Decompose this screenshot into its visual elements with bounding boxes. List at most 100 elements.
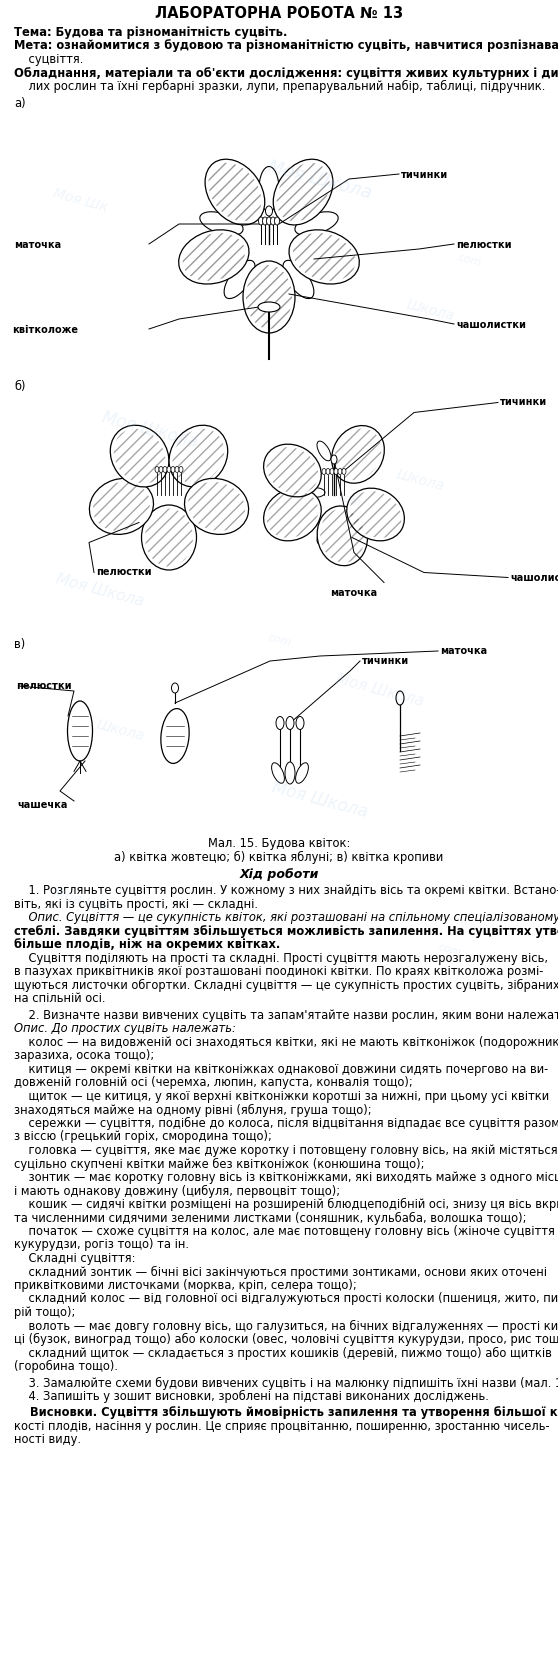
Text: Обладнання, матеріали та об'єкти дослідження: суцвіття живих культурних і дикоро: Обладнання, матеріали та об'єкти дослідж… <box>14 66 558 79</box>
Text: в): в) <box>14 639 25 650</box>
Ellipse shape <box>161 708 189 765</box>
Ellipse shape <box>296 717 304 730</box>
Ellipse shape <box>258 303 280 313</box>
Ellipse shape <box>347 488 405 541</box>
Text: зонтик — має коротку головну вісь із квітконіжками, які виходять майже з одного : зонтик — має коротку головну вісь із кві… <box>14 1170 558 1183</box>
Text: більше плодів, ніж на окремих квітках.: більше плодів, ніж на окремих квітках. <box>14 938 280 952</box>
Text: пелюстки: пелюстки <box>456 240 512 250</box>
Ellipse shape <box>266 207 272 217</box>
Text: пелюстки: пелюстки <box>16 680 71 690</box>
Text: квітколоже: квітколоже <box>12 324 78 334</box>
Text: з віссю (грецький горіх, смородина тощо);: з віссю (грецький горіх, смородина тощо)… <box>14 1130 272 1144</box>
Text: маточка: маточка <box>330 588 378 597</box>
Text: головка — суцвіття, яке має дуже коротку і потовщену головну вісь, на якій містя: головка — суцвіття, яке має дуже коротку… <box>14 1144 557 1157</box>
Text: чашолистки: чашолистки <box>456 319 526 329</box>
Ellipse shape <box>262 218 267 225</box>
Ellipse shape <box>179 230 249 285</box>
Ellipse shape <box>271 218 276 225</box>
Text: Суцвіття поділяють на прості та складні. Прості суцвіття мають нерозгалужену віс: Суцвіття поділяють на прості та складні.… <box>14 952 548 965</box>
Text: маточка: маточка <box>440 645 487 655</box>
Text: суцільно скупчені квітки майже без квітконіжок (конюшина тощо);: суцільно скупчені квітки майже без квітк… <box>14 1157 425 1170</box>
Ellipse shape <box>396 692 404 705</box>
Text: Школа: Школа <box>395 467 445 493</box>
Ellipse shape <box>159 467 163 473</box>
Text: Опис. Суцвіття — це сукупність квіток, які розташовані на спільному спеціалізова: Опис. Суцвіття — це сукупність квіток, я… <box>14 910 558 923</box>
Ellipse shape <box>163 467 167 473</box>
Ellipse shape <box>330 470 334 475</box>
Text: в пазухах приквітників якої розташовані поодинокі квітки. По краях квітколожа ро: в пазухах приквітників якої розташовані … <box>14 965 543 978</box>
Text: віть, які із суцвіть прості, які — складні.: віть, які із суцвіть прості, які — склад… <box>14 897 258 910</box>
Text: Моя Школа: Моя Школа <box>266 157 374 202</box>
Ellipse shape <box>155 467 159 473</box>
Text: та численними сидячими зеленими листками (соняшник, кульбаба, волошка тощо);: та численними сидячими зеленими листками… <box>14 1211 527 1223</box>
Text: і мають однакову довжину (цибуля, первоцвіт тощо);: і мають однакову довжину (цибуля, первоц… <box>14 1183 340 1197</box>
Ellipse shape <box>296 763 309 784</box>
Text: приквітковими листочками (морква, кріп, селера тощо);: приквітковими листочками (морква, кріп, … <box>14 1278 357 1291</box>
Text: щуються листочки обгортки. Складні суцвіття — це сукупність простих суцвіть, зіб: щуються листочки обгортки. Складні суцві… <box>14 978 558 991</box>
Text: com: com <box>337 492 363 508</box>
Text: Мал. 15. Будова квіток:: Мал. 15. Будова квіток: <box>208 836 350 849</box>
Text: Моя Шк: Моя Шк <box>51 885 109 914</box>
Text: тичинки: тичинки <box>401 170 448 180</box>
Ellipse shape <box>337 442 351 462</box>
Ellipse shape <box>200 212 243 237</box>
Ellipse shape <box>276 717 284 730</box>
Ellipse shape <box>185 478 249 535</box>
Text: Висновки. Суцвіття збільшують ймовірність запилення та утворення більшої кіль-: Висновки. Суцвіття збільшують ймовірніст… <box>14 1405 558 1418</box>
Text: ності виду.: ності виду. <box>14 1433 81 1445</box>
Text: рій тощо);: рій тощо); <box>14 1306 75 1317</box>
Ellipse shape <box>243 261 295 334</box>
Text: Тема: Будова та різноманітність суцвіть.: Тема: Будова та різноманітність суцвіть. <box>14 26 287 40</box>
Text: ЛАБОРАТОРНА РОБОТА № 13: ЛАБОРАТОРНА РОБОТА № 13 <box>155 7 403 22</box>
Ellipse shape <box>326 470 330 475</box>
Text: заразиха, осока тощо);: заразиха, осока тощо); <box>14 1049 154 1063</box>
Text: Мета: ознайомитися з будовою та різноманітністю суцвіть, навчитися розпізнавати : Мета: ознайомитися з будовою та різноман… <box>14 40 558 53</box>
Text: com: com <box>457 252 483 268</box>
Text: б): б) <box>14 379 26 392</box>
Text: початок — схоже суцвіття на колос, але має потовщену головну вісь (жіноче суцвіт: початок — схоже суцвіття на колос, але м… <box>14 1225 555 1238</box>
Text: волоть — має довгу головну вісь, що галузиться, на бічних відгалуженнях — прості: волоть — має довгу головну вісь, що галу… <box>14 1319 558 1332</box>
Text: лих рослин та їхні гербарні зразки, лупи, препарувальний набір, таблиці, підручн: лих рослин та їхні гербарні зразки, лупи… <box>14 79 545 93</box>
Ellipse shape <box>167 467 171 473</box>
Text: на спільній осі.: на спільній осі. <box>14 991 105 1005</box>
Ellipse shape <box>171 467 175 473</box>
Text: Складні суцвіття:: Складні суцвіття: <box>14 1251 136 1264</box>
Ellipse shape <box>68 702 93 761</box>
Text: суцвіття.: суцвіття. <box>14 53 83 66</box>
Text: Школа: Школа <box>405 296 455 323</box>
Text: 1. Розгляньте суцвіття рослин. У кожному з них знайдіть вісь та окремі квітки. В: 1. Розгляньте суцвіття рослин. У кожному… <box>14 884 558 897</box>
Ellipse shape <box>285 763 295 784</box>
Ellipse shape <box>171 684 179 693</box>
Ellipse shape <box>322 470 326 475</box>
Ellipse shape <box>283 261 314 300</box>
Text: тичинки: тичинки <box>500 397 547 407</box>
Text: Моя Школа: Моя Школа <box>54 571 146 609</box>
Text: кошик — сидячі квітки розміщені на розширеній блюдцеподібній осі, знизу ця вісь : кошик — сидячі квітки розміщені на розши… <box>14 1197 558 1210</box>
Text: довженій головній осі (черемха, люпин, капуста, конвалія тощо);: довженій головній осі (черемха, люпин, к… <box>14 1076 413 1089</box>
Text: а) квітка жовтецю; б) квітка яблуні; в) квітка кропиви: а) квітка жовтецю; б) квітка яблуні; в) … <box>114 851 444 862</box>
Text: маточка: маточка <box>14 240 61 250</box>
Text: знаходяться майже на одному рівні (яблуня, груша тощо);: знаходяться майже на одному рівні (яблун… <box>14 1102 372 1115</box>
Text: кукурудзи, рогіз тощо) та ін.: кукурудзи, рогіз тощо) та ін. <box>14 1238 189 1251</box>
Ellipse shape <box>110 425 169 488</box>
Ellipse shape <box>224 261 255 300</box>
Text: com: com <box>267 632 293 647</box>
Text: (горобина тощо).: (горобина тощо). <box>14 1359 118 1372</box>
Ellipse shape <box>338 470 342 475</box>
Text: китиця — окремі квітки на квітконіжках однакової довжини сидять почергово на ви-: китиця — окремі квітки на квітконіжках о… <box>14 1063 549 1076</box>
Ellipse shape <box>205 161 264 225</box>
Text: Опис. До простих суцвіть належать:: Опис. До простих суцвіть належать: <box>14 1021 236 1034</box>
Text: 3. Замалюйте схеми будови вивчених суцвіть і на малюнку підпишіть їхні назви (ма: 3. Замалюйте схеми будови вивчених суцві… <box>14 1375 558 1389</box>
Text: Моя Школа: Моя Школа <box>334 670 426 708</box>
Text: щиток — це китиця, у якої верхні квітконіжки коротші за нижні, при цьому усі кві: щиток — це китиця, у якої верхні квіткон… <box>14 1089 549 1102</box>
Ellipse shape <box>275 218 280 225</box>
Text: Хід роботи: Хід роботи <box>239 867 319 880</box>
Ellipse shape <box>169 425 228 488</box>
Ellipse shape <box>273 161 333 225</box>
Text: 4. Запишіть у зошит висновки, зроблені на підставі виконаних досліджень.: 4. Запишіть у зошит висновки, зроблені н… <box>14 1389 489 1402</box>
Text: складний колос — від головної осі відгалужуються прості колоски (пшениця, жито, : складний колос — від головної осі відгал… <box>14 1291 558 1304</box>
Ellipse shape <box>317 525 331 544</box>
Text: пелюстки: пелюстки <box>96 568 152 578</box>
Ellipse shape <box>289 230 359 285</box>
Ellipse shape <box>142 506 196 571</box>
